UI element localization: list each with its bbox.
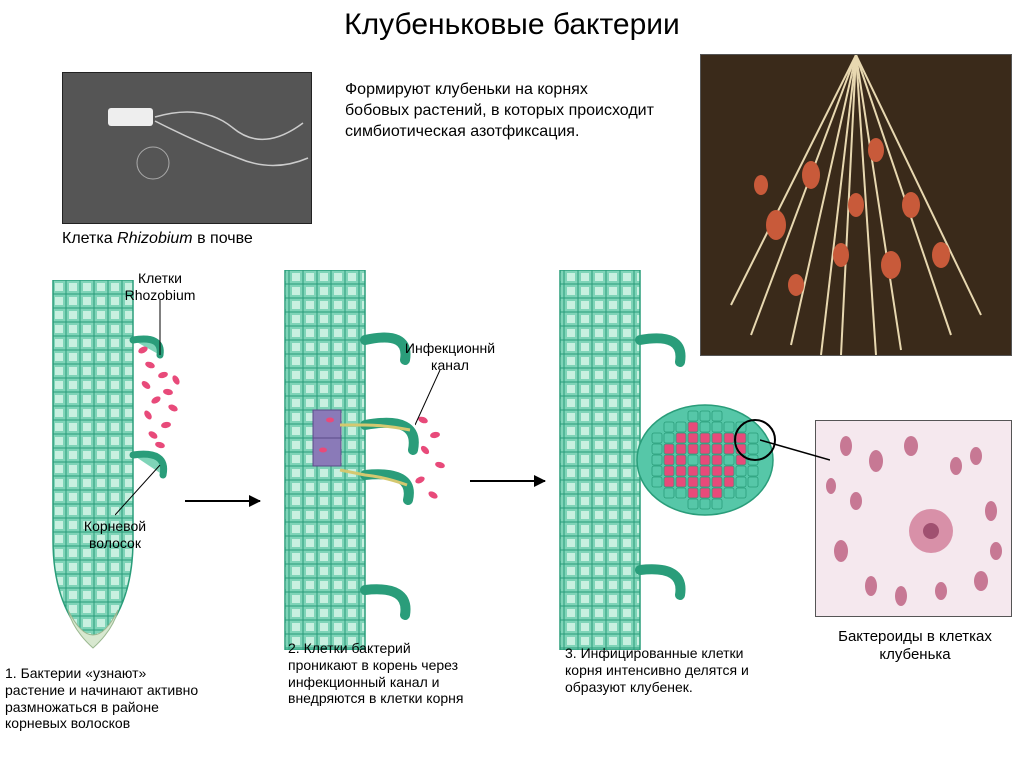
bacteroids-caption: Бактероиды в клетках клубенька [815,628,1015,664]
arrow-1-2 [185,500,260,502]
infection-diagram: Клетки Rhozobium Корневой волосок Инфекц… [20,270,810,760]
bacteroids-micrograph [815,420,1012,617]
callout-channel [415,370,455,430]
micrograph-caption: Клетка Rhizobium в почве [62,230,332,248]
callout-line-svg [760,425,830,465]
arrow-2-3 [470,480,545,482]
stage2-caption: 2. Клетки бактерий проникают в корень че… [288,640,478,707]
stage2-root [275,270,475,650]
callout-rhizo [155,300,185,360]
caption-italic: Rhizobium [117,230,193,247]
rhizobium-micrograph [62,72,312,224]
stage3-caption: 3. Инфицированные клетки корня интенсивн… [565,645,755,695]
rhizobium-cells-label: Клетки Rhozobium [115,270,205,304]
root-hair-label: Корневой волосок [75,518,155,552]
infection-channel-label: Инфекционнй канал [395,340,505,374]
intro-paragraph: Формируют клубеньки на корнях бобовых ра… [345,80,655,142]
callout-hair [115,465,165,520]
stage1-caption: 1. Бактерии «узнают» растение и начинают… [5,665,205,732]
caption-text2: в почве [193,230,253,247]
page-title: Клубеньковые бактерии [0,8,1024,42]
caption-text: Клетка [62,230,117,247]
